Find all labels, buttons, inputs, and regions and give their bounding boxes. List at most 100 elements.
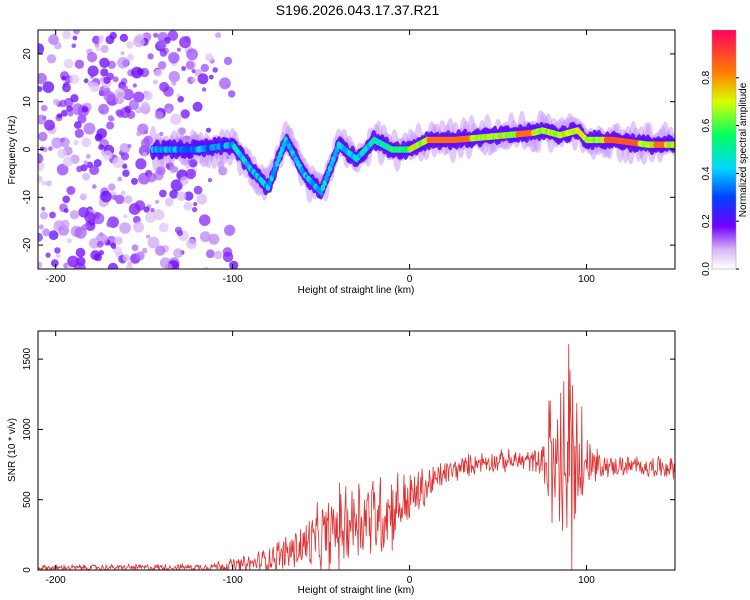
noise-blob	[108, 183, 116, 191]
ridge-core	[280, 146, 285, 153]
noise-blob	[60, 137, 65, 143]
noise-blob	[173, 248, 183, 258]
noise-blob	[196, 193, 208, 205]
noise-blob	[201, 87, 207, 92]
noise-blob	[199, 231, 211, 243]
noise-blob	[123, 195, 133, 204]
noise-blob	[106, 221, 112, 228]
noise-blob	[79, 193, 87, 201]
noise-blob	[83, 78, 89, 84]
snr-xlabel: Height of straight line (km)	[298, 585, 415, 596]
noise-blob	[99, 57, 110, 68]
noise-blob	[62, 30, 72, 40]
noise-blob	[41, 206, 46, 211]
noise-blob	[132, 83, 137, 88]
noise-blob	[203, 266, 209, 269]
noise-blob	[120, 152, 130, 161]
noise-blob	[38, 224, 44, 230]
noise-blob	[126, 41, 134, 49]
noise-blob	[73, 139, 79, 146]
colorbar-tick-label: 0.4	[701, 166, 712, 180]
noise-blob	[46, 54, 57, 64]
noise-blob	[42, 228, 51, 237]
noise-blob	[38, 175, 43, 183]
x-tick-label: -200	[46, 575, 66, 586]
ridge-core	[334, 146, 340, 153]
snr-frame	[37, 330, 676, 571]
noise-blob	[122, 254, 130, 262]
noise-blob	[165, 108, 172, 115]
noise-blob	[83, 160, 89, 166]
noise-blob	[92, 212, 105, 225]
colorbar-tick-label: 0.8	[701, 70, 712, 84]
noise-blob	[92, 35, 101, 44]
noise-blob	[121, 84, 128, 92]
noise-blob	[131, 244, 139, 252]
noise-blob	[218, 166, 228, 176]
noise-blob	[69, 210, 80, 220]
noise-blob	[114, 88, 126, 100]
noise-blob	[63, 58, 74, 69]
colorbar-axes: 0.0 0.2 0.4 0.6 0.8	[701, 70, 739, 276]
noise-blob	[126, 264, 133, 269]
noise-blob	[154, 68, 163, 78]
noise-blob	[69, 74, 80, 84]
noise-blob	[111, 244, 117, 250]
noise-blob	[48, 146, 53, 151]
noise-blob	[152, 79, 158, 85]
noise-blob	[219, 77, 231, 90]
noise-blob	[89, 82, 100, 93]
noise-blob	[38, 86, 43, 92]
noise-blob	[141, 101, 150, 110]
y-tick-label: 0	[22, 567, 33, 573]
ridge-core	[331, 155, 336, 163]
ridge-core	[672, 141, 675, 148]
noise-blob	[102, 150, 113, 161]
colorbar-tick-label: 0.6	[701, 118, 712, 132]
x-tick-label: 100	[578, 575, 595, 586]
noise-blob	[183, 201, 193, 211]
noise-blob	[213, 250, 223, 260]
noise-blob	[117, 57, 129, 69]
noise-blob	[112, 156, 124, 169]
noise-blob	[56, 163, 69, 176]
x-tick-label: -100	[223, 575, 243, 586]
noise-blob	[61, 75, 67, 81]
noise-blob	[222, 251, 234, 263]
noise-blob	[184, 191, 194, 201]
noise-blob	[38, 153, 44, 164]
noise-blob	[42, 81, 55, 93]
chart-title: S196.2026.043.17.37.R21	[275, 2, 440, 18]
noise-blob	[52, 225, 59, 231]
noise-blob	[133, 221, 145, 233]
ridge-core	[318, 189, 324, 196]
noise-blob	[167, 30, 179, 41]
noise-blob	[169, 189, 179, 199]
noise-blob	[93, 159, 102, 168]
noise-blob	[117, 176, 123, 182]
noise-blob	[73, 121, 82, 129]
noise-blob	[164, 197, 174, 207]
noise-blob	[120, 190, 126, 196]
noise-blob	[176, 191, 187, 201]
noise-blob	[126, 53, 134, 62]
noise-blob	[51, 137, 63, 149]
noise-blob	[54, 247, 61, 254]
noise-blob	[155, 245, 166, 256]
noise-blob	[41, 180, 47, 186]
noise-blob	[193, 202, 198, 207]
noise-blob	[106, 72, 115, 81]
noise-blob	[74, 226, 87, 239]
noise-blob	[205, 127, 212, 133]
colorbar	[711, 29, 737, 270]
ridge-core	[272, 165, 278, 172]
x-tick-label: -100	[223, 274, 243, 285]
noise-blob	[185, 168, 196, 180]
noise-blob	[215, 32, 222, 39]
x-tick-label: -200	[46, 274, 66, 285]
noise-blob	[127, 143, 132, 149]
noise-blob	[191, 69, 196, 74]
noise-blob	[38, 114, 47, 125]
